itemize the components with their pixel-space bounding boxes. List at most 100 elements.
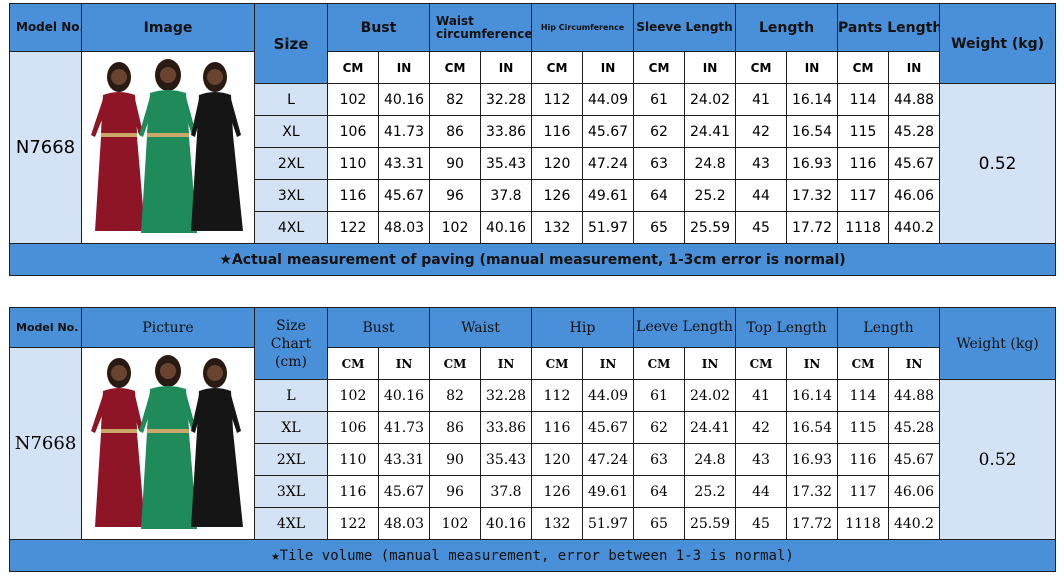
model-number: N7668	[9, 51, 82, 244]
value-cell: 17.72	[786, 211, 839, 244]
value-cell: 440.2	[888, 507, 941, 540]
value-cell: 122	[327, 507, 379, 540]
pants-cm-label: CM	[837, 51, 890, 84]
bust-header: Bust	[327, 307, 430, 348]
value-cell: 65	[633, 211, 686, 244]
length-header: Length	[735, 3, 839, 52]
value-cell: 82	[429, 83, 482, 116]
value-cell: 47.24	[582, 443, 634, 476]
size-cell: XL	[254, 411, 328, 444]
value-cell: 102	[327, 379, 379, 412]
size-cell: 3XL	[254, 475, 328, 508]
table-row: L 102 40.16 82 32.28 112 44.09 61 24.02 …	[10, 379, 1057, 540]
top-length-cm-label: CM	[735, 347, 787, 380]
value-cell: 40.16	[480, 507, 532, 540]
value-cell: 102	[429, 211, 482, 244]
value-cell: 46.06	[888, 179, 941, 212]
table-row: XL 106 41.73 86 33.86 116 45.67 62 24.41…	[10, 115, 1056, 148]
value-cell: 40.16	[480, 211, 533, 244]
value-cell: 43.31	[377, 147, 431, 180]
value-cell: 16.54	[785, 411, 839, 444]
value-cell: 132	[531, 507, 583, 540]
value-cell: 42	[735, 411, 787, 444]
value-cell: 25.59	[684, 211, 737, 244]
length-in-label: IN	[786, 51, 839, 84]
value-cell: 45.67	[582, 115, 635, 148]
value-cell: 64	[633, 475, 685, 508]
value-cell: 16.93	[786, 147, 839, 180]
bust-in-label: IN	[378, 347, 430, 380]
value-cell: 33.86	[480, 115, 533, 148]
value-cell: 37.8	[480, 179, 533, 212]
value-cell: 44	[735, 179, 788, 212]
value-cell: 62	[633, 115, 686, 148]
value-cell: 132	[531, 211, 584, 244]
value-cell: 49.61	[582, 179, 635, 212]
hip-cm-label: CM	[531, 347, 583, 380]
value-cell: 24.8	[684, 443, 736, 476]
value-cell: 45	[735, 507, 787, 540]
product-image	[91, 58, 243, 233]
value-cell: 41.73	[377, 115, 431, 148]
model-black-outfit	[191, 61, 243, 231]
value-cell: 63	[633, 443, 685, 476]
value-cell: 110	[327, 147, 379, 180]
size-cell: XL	[254, 115, 328, 148]
size-cell: 4XL	[254, 211, 328, 244]
waist-cm-label: CM	[429, 51, 482, 84]
value-cell: 116	[531, 115, 584, 148]
value-cell: 24.02	[684, 83, 737, 116]
size-cell: 3XL	[254, 179, 328, 212]
model-green-outfit	[139, 354, 197, 529]
value-cell: 116	[327, 475, 379, 508]
value-cell: 16.14	[785, 379, 839, 412]
value-cell: 117	[837, 179, 890, 212]
value-cell: 32.28	[480, 379, 532, 412]
waist-cm-label: CM	[429, 347, 481, 380]
value-cell: 43	[735, 443, 787, 476]
value-cell: 106	[327, 411, 379, 444]
hip-cm-label: CM	[531, 51, 584, 84]
value-cell: 16.93	[785, 443, 839, 476]
value-cell: 45.67	[582, 411, 634, 444]
value-cell: 25.2	[684, 475, 736, 508]
value-cell: 115	[837, 411, 890, 444]
bust-in-label: IN	[377, 51, 431, 84]
value-cell: 45	[735, 211, 788, 244]
value-cell: 41	[735, 83, 788, 116]
value-cell: 46.06	[888, 475, 941, 508]
product-image	[91, 354, 243, 529]
value-cell: 102	[429, 507, 481, 540]
value-cell: 37.8	[480, 475, 532, 508]
value-cell: 40.16	[378, 379, 430, 412]
value-cell: 44	[735, 475, 787, 508]
value-cell: 116	[327, 179, 379, 212]
value-cell: 24.8	[684, 147, 737, 180]
table-row: 4XL 122 48.03 102 40.16 132 51.97 65 25.…	[10, 507, 1056, 540]
product-picture	[81, 347, 255, 540]
value-cell: 51.97	[582, 507, 634, 540]
value-cell: 44.88	[888, 379, 941, 412]
value-cell: 41	[735, 379, 787, 412]
value-cell: 40.16	[377, 83, 431, 116]
size-cell: L	[254, 83, 328, 116]
hip-header: Hip	[531, 307, 634, 348]
value-cell: 43.31	[378, 443, 430, 476]
weight-value: 0.52	[939, 83, 1057, 244]
product-picture	[81, 51, 255, 244]
value-cell: 64	[633, 179, 686, 212]
value-cell: 120	[531, 147, 584, 180]
size-cell: 4XL	[254, 507, 328, 540]
model-no-header: Model No.	[9, 307, 82, 348]
footer-note: ★Tile volume (manual measurement, error …	[8, 539, 1057, 572]
value-cell: 126	[531, 475, 583, 508]
size-cell: 2XL	[254, 443, 328, 476]
value-cell: 48.03	[377, 211, 431, 244]
value-cell: 63	[633, 147, 686, 180]
value-cell: 1118	[837, 211, 890, 244]
value-cell: 45.67	[378, 475, 430, 508]
value-cell: 110	[327, 443, 379, 476]
bust-header: Bust	[326, 3, 431, 52]
model-no-header: Model No.	[9, 3, 82, 52]
waist-in-label: IN	[480, 51, 533, 84]
